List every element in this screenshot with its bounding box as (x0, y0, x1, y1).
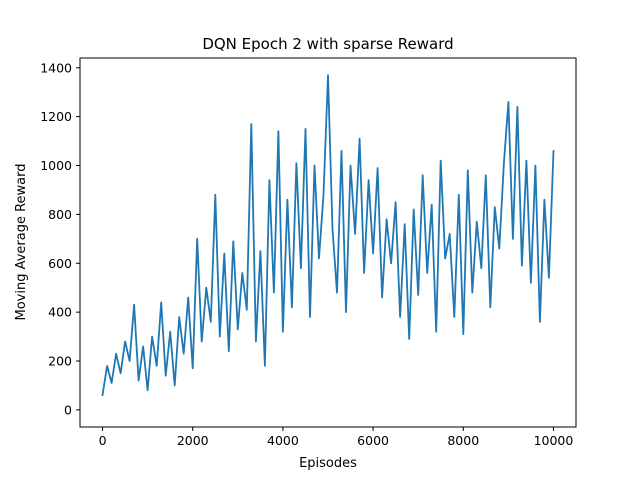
x-tick-label: 6000 (357, 433, 389, 448)
plot-frame (79, 57, 577, 428)
y-axis-label: Moving Average Reward (14, 163, 29, 320)
y-tick-label: 800 (48, 207, 72, 222)
chart-title: DQN Epoch 2 with sparse Reward (202, 35, 453, 53)
y-tick-label: 1200 (40, 109, 72, 124)
y-tick-label: 0 (64, 402, 72, 417)
plot-area (101, 74, 555, 397)
y-tick-label: 400 (48, 305, 72, 320)
y-axis: 0 200 400 600 800 1000 1200 1400 (40, 60, 80, 417)
y-tick-label: 600 (48, 256, 72, 271)
x-tick-label: 4000 (267, 433, 299, 448)
x-tick-label: 10000 (534, 433, 574, 448)
series-line (101, 74, 555, 397)
y-tick-label: 200 (48, 354, 72, 369)
x-axis: 0 2000 4000 6000 8000 10000 (99, 427, 574, 448)
x-tick-label: 2000 (177, 433, 209, 448)
x-axis-label: Episodes (299, 456, 357, 471)
x-tick-label: 8000 (447, 433, 479, 448)
x-tick-label: 0 (99, 433, 107, 448)
y-tick-label: 1400 (40, 60, 72, 75)
y-tick-label: 1000 (40, 158, 72, 173)
